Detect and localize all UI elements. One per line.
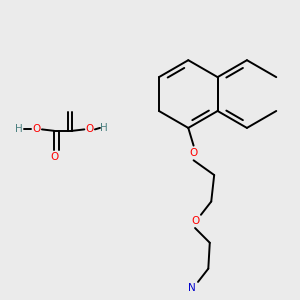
Text: O: O bbox=[32, 124, 41, 134]
Text: O: O bbox=[191, 216, 199, 226]
Text: O: O bbox=[85, 124, 94, 134]
Text: O: O bbox=[50, 152, 58, 162]
Text: H: H bbox=[15, 124, 23, 134]
Text: O: O bbox=[190, 148, 198, 158]
Text: N: N bbox=[188, 283, 196, 293]
Text: H: H bbox=[100, 123, 108, 133]
